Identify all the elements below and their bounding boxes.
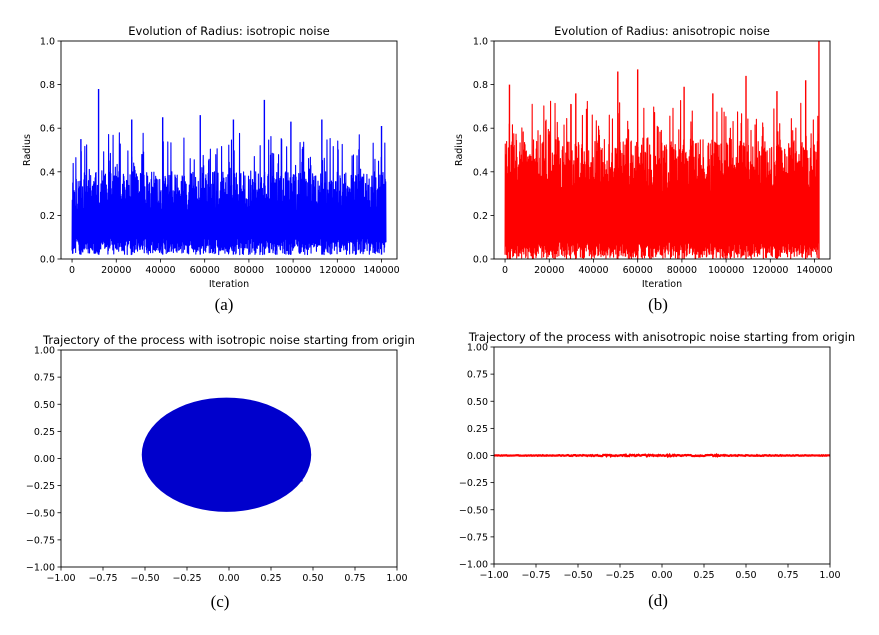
y-tick-label: −0.50: [459, 505, 488, 516]
x-tick-label: 100000: [708, 265, 744, 276]
x-tick-label: 0.00: [218, 573, 239, 584]
x-tick-label: 60000: [623, 265, 653, 276]
y-tick-label: −1.00: [26, 563, 55, 574]
panel-caption: (b): [648, 295, 668, 314]
y-tick-label: 0.4: [473, 167, 488, 178]
chart-title: Trajectory of the process with anisotrop…: [468, 330, 855, 344]
chart-title: Evolution of Radius: anisotropic noise: [554, 24, 770, 38]
y-tick-label: −1.00: [459, 560, 488, 571]
x-tick-label: −0.75: [521, 570, 550, 581]
y-tick-label: 0.2: [473, 211, 488, 222]
x-tick-label: 120000: [319, 265, 355, 276]
x-tick-label: 0: [69, 265, 75, 276]
y-tick-label: 1.0: [40, 37, 55, 48]
panel-a: 0 20000 40000 60000 80000 100000 120000 140000 0…: [22, 24, 400, 314]
y-tick-label: 1.00: [467, 343, 488, 354]
x-tick-label: 140000: [363, 265, 399, 276]
radius-series-line: [504, 100, 820, 259]
y-axis-label: Radius: [454, 134, 465, 166]
x-tick-label: 120000: [752, 265, 788, 276]
y-tick-label: 0.50: [467, 397, 488, 408]
x-tick-label: −0.50: [563, 570, 592, 581]
x-tick-label: 140000: [796, 265, 832, 276]
x-tick-label: −0.25: [172, 573, 201, 584]
panel-caption: (a): [215, 295, 234, 314]
y-tick-label: 0.25: [34, 427, 55, 438]
y-tick-label: 1.0: [473, 37, 488, 48]
radius-series-line: [71, 132, 387, 256]
y-tick-label: 0.75: [467, 370, 488, 381]
y-axis-label: Radius: [22, 134, 33, 166]
x-tick-label: 60000: [190, 265, 220, 276]
x-tick-label: 20000: [101, 265, 131, 276]
x-tick-label: −0.50: [130, 573, 159, 584]
y-tick-label: −0.75: [26, 535, 55, 546]
chart-title: Evolution of Radius: isotropic noise: [128, 24, 329, 38]
y-tick-label: 1.00: [34, 346, 55, 357]
plot-frame: [493, 346, 831, 565]
x-tick-label: 0.50: [735, 570, 756, 581]
panel-c: −1.00 −0.75 −0.50 −0.25 0.00 0.25 0.50 0.75 1.00…: [26, 333, 415, 611]
x-axis-label: Iteration: [642, 279, 682, 290]
panel-d: −1.00 −0.75 −0.50 −0.25 0.00 0.25 0.50 0.75 1.00…: [459, 330, 855, 610]
panel-caption: (d): [648, 591, 668, 610]
x-axis-label: Iteration: [209, 279, 249, 290]
y-tick-label: −0.25: [459, 478, 488, 489]
y-tick-label: 0.8: [40, 80, 55, 91]
chart-title: Trajectory of the process with isotropic…: [42, 333, 415, 347]
y-tick-label: 0.00: [34, 454, 55, 465]
x-tick-label: −1.00: [46, 573, 75, 584]
y-tick-label: 0.4: [40, 167, 55, 178]
plot-frame: [493, 40, 831, 260]
y-tick-label: 0.8: [473, 80, 488, 91]
x-tick-label: 0.00: [651, 570, 672, 581]
x-tick-label: 0.50: [302, 573, 323, 584]
x-tick-label: −0.25: [605, 570, 634, 581]
trajectory-line: [494, 452, 830, 459]
panel-b: 0 20000 40000 60000 80000 100000 120000 140000 0…: [454, 24, 833, 314]
x-tick-label: 1.00: [386, 573, 407, 584]
y-tick-label: −0.75: [459, 532, 488, 543]
y-tick-label: −0.50: [26, 508, 55, 519]
y-tick-label: 0.0: [40, 255, 55, 266]
x-tick-label: 0: [502, 265, 508, 276]
y-tick-label: −0.25: [26, 481, 55, 492]
y-tick-label: 0.0: [473, 255, 488, 266]
x-tick-label: 0.75: [777, 570, 798, 581]
x-tick-label: 0.25: [693, 570, 714, 581]
x-tick-label: 100000: [275, 265, 311, 276]
x-tick-label: 80000: [667, 265, 697, 276]
y-tick-label: 0.00: [467, 451, 488, 462]
x-tick-label: 0.25: [260, 573, 281, 584]
plot-frame: [60, 349, 398, 568]
x-tick-label: 80000: [234, 265, 264, 276]
trajectory-line: [166, 422, 303, 502]
y-tick-label: 0.2: [40, 211, 55, 222]
x-tick-label: 0.75: [344, 573, 365, 584]
x-tick-label: 1.00: [819, 570, 840, 581]
x-tick-label: 20000: [534, 265, 564, 276]
plot-frame: [60, 40, 398, 260]
x-tick-label: 40000: [145, 265, 175, 276]
y-tick-label: 0.6: [40, 124, 55, 135]
x-tick-label: −0.75: [88, 573, 117, 584]
y-tick-label: 0.25: [467, 424, 488, 435]
panel-caption: (c): [211, 592, 230, 611]
y-tick-label: 0.6: [473, 124, 488, 135]
y-tick-label: 0.50: [34, 400, 55, 411]
x-tick-label: 40000: [578, 265, 608, 276]
x-tick-label: −1.00: [479, 570, 508, 581]
y-tick-label: 0.75: [34, 373, 55, 384]
